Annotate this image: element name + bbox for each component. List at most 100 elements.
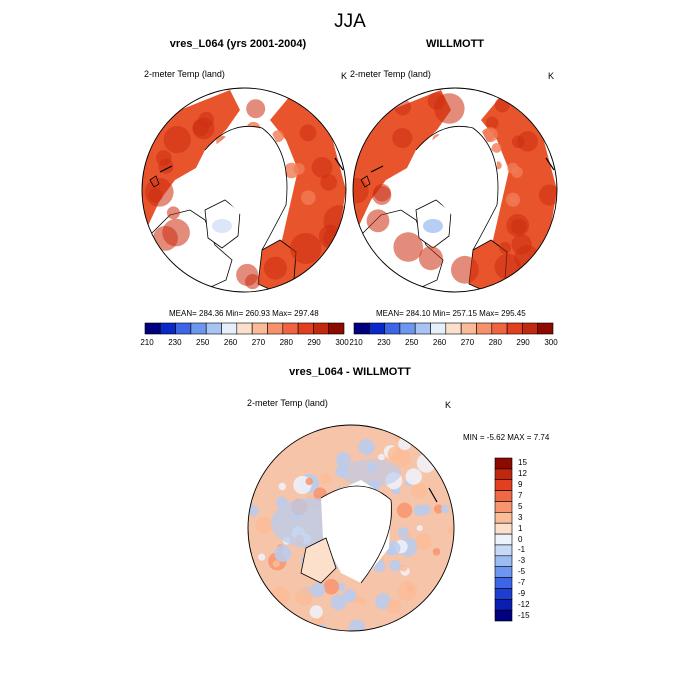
diff-stats: MIN = -5.62 MAX = 7.74 — [463, 433, 550, 442]
obs-lake-line-east — [545, 157, 555, 171]
diff-value-patch — [396, 502, 413, 518]
obs-colorbar-tick-label: 230 — [377, 338, 391, 347]
model-mild-patch — [283, 162, 300, 179]
diff-value-patch — [405, 468, 422, 485]
model-coast-detail — [149, 175, 160, 188]
diff-value-patch — [348, 592, 356, 601]
obs-warm-patch — [393, 232, 424, 262]
diff-value-patch — [309, 605, 323, 619]
diff-value-patch — [397, 581, 418, 601]
diff-colorbar-tick-label: 0 — [518, 534, 523, 544]
obs-colorbar-tick-label: 300 — [544, 338, 558, 347]
obs-warm-patch — [538, 184, 557, 206]
diff-value-patch — [278, 482, 286, 491]
obs-colorbar-box — [522, 322, 539, 335]
diff-colorbar-box — [494, 566, 513, 578]
diff-value-patch — [348, 619, 365, 631]
obs-warm-patch — [514, 245, 540, 271]
model-colorbar-tick-label: 280 — [279, 338, 293, 347]
obs-colorbar-tick-label: 250 — [405, 338, 419, 347]
model-warm-patch — [163, 126, 191, 154]
obs-colorbar-box — [491, 322, 508, 335]
model-warm-patch — [311, 157, 333, 178]
diff-value-patch — [248, 505, 259, 517]
model-colorbar-box — [144, 322, 161, 335]
model-mild-patch — [272, 130, 284, 143]
diff-colorbar-tick-label: -9 — [518, 588, 526, 598]
diff-value-patch — [336, 452, 351, 467]
obs-colorbar-box — [537, 322, 554, 335]
obs-north-america-west — [353, 90, 451, 230]
diff-value-patch — [386, 599, 402, 614]
model-warm-patch — [144, 177, 174, 207]
model-warm-patch — [299, 124, 317, 142]
diff-colorbar-box — [494, 533, 513, 546]
model-map-border — [141, 87, 347, 293]
diff-colorbar-box — [494, 490, 513, 502]
diff-greenland — [300, 537, 337, 584]
model-colorbar-box — [175, 322, 192, 335]
model-greenland-cold — [212, 219, 232, 233]
obs-colorbar-tick-label: 290 — [516, 338, 530, 347]
model-colorbar-box — [297, 322, 314, 335]
diff-value-patch — [389, 559, 401, 572]
obs-colorbar-box — [460, 322, 477, 335]
obs-colorbar-tick-label: 260 — [432, 338, 447, 347]
diff-colorbar-tick-label: -1 — [518, 545, 526, 555]
diff-colorbar-box — [494, 609, 513, 622]
model-colorbar-box — [251, 322, 268, 335]
diff-colorbar-box — [494, 588, 513, 600]
model-lake-line — [159, 165, 173, 173]
diff-value-patch — [416, 453, 436, 473]
model-colorbar-tick-label: 210 — [140, 338, 154, 347]
model-colorbar-tick-label: 270 — [251, 338, 266, 347]
obs-warm-patch — [372, 185, 392, 205]
obs-warm-patch — [418, 246, 443, 271]
obs-warm-patch — [498, 241, 512, 254]
model-colorbar-tick-label: 230 — [168, 338, 182, 347]
model-colorbar-box — [328, 322, 345, 335]
obs-greenland-cold — [423, 219, 443, 233]
diff-value-patch — [295, 588, 313, 606]
obs-colorbar-box — [399, 322, 416, 335]
diff-panel-title: vres_L064 - WILLMOTT — [289, 366, 411, 378]
diff-colorbar-box — [494, 479, 513, 491]
model-colorbar-box — [190, 322, 207, 335]
model-colorbar-tick-label: 260 — [223, 338, 238, 347]
model-units-label: K — [341, 71, 348, 81]
diff-colorbar-box — [494, 577, 513, 589]
model-colorbar-box — [313, 322, 329, 335]
diff-cool-region-north — [341, 459, 401, 487]
obs-field-label: 2-meter Temp (land) — [350, 69, 431, 79]
obs-panel-title: WILLMOTT — [425, 38, 485, 50]
obs-warm-patch — [392, 127, 413, 149]
diff-arctic-ocean — [321, 480, 391, 583]
diff-colorbar-tick-label: 12 — [518, 469, 527, 479]
diff-value-patch — [272, 560, 280, 568]
obs-warm-patch — [353, 177, 369, 204]
model-warm-patch — [320, 173, 338, 191]
model-warm-patch — [166, 206, 180, 220]
model-warm-patch — [158, 158, 174, 174]
diff-units-label: K — [445, 400, 452, 410]
obs-warm-patch — [485, 116, 499, 130]
obs-coastline — [415, 125, 499, 251]
obs-colorbar-box — [506, 322, 523, 335]
model-colorbar-box — [282, 322, 299, 335]
diff-value-patch — [310, 582, 326, 598]
model-coastline — [204, 125, 288, 251]
diff-value-patch — [305, 477, 313, 486]
obs-mild-patch — [507, 162, 519, 174]
diff-value-patch — [400, 564, 408, 572]
model-warm-patch — [323, 205, 346, 237]
diff-colorbar-box — [494, 457, 513, 470]
diff-map-clip — [248, 425, 454, 631]
diff-map-group — [247, 424, 455, 632]
obs-warm-patch — [450, 255, 479, 284]
diff-value-patch — [433, 504, 444, 514]
diff-value-patch — [387, 446, 403, 462]
diff-value-patch — [416, 525, 423, 532]
model-warm-patch — [263, 256, 287, 280]
diff-value-patch — [420, 504, 431, 515]
model-lake-line-east — [334, 157, 344, 171]
